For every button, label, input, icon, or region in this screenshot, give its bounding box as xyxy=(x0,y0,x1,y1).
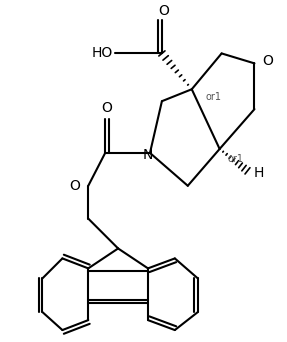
Text: HO: HO xyxy=(92,47,113,61)
Text: O: O xyxy=(262,54,273,68)
Text: O: O xyxy=(69,179,80,193)
Text: O: O xyxy=(102,101,113,115)
Text: N: N xyxy=(143,148,153,162)
Text: or1: or1 xyxy=(228,154,244,164)
Text: or1: or1 xyxy=(206,92,222,102)
Text: H: H xyxy=(253,166,264,180)
Text: O: O xyxy=(158,4,169,17)
